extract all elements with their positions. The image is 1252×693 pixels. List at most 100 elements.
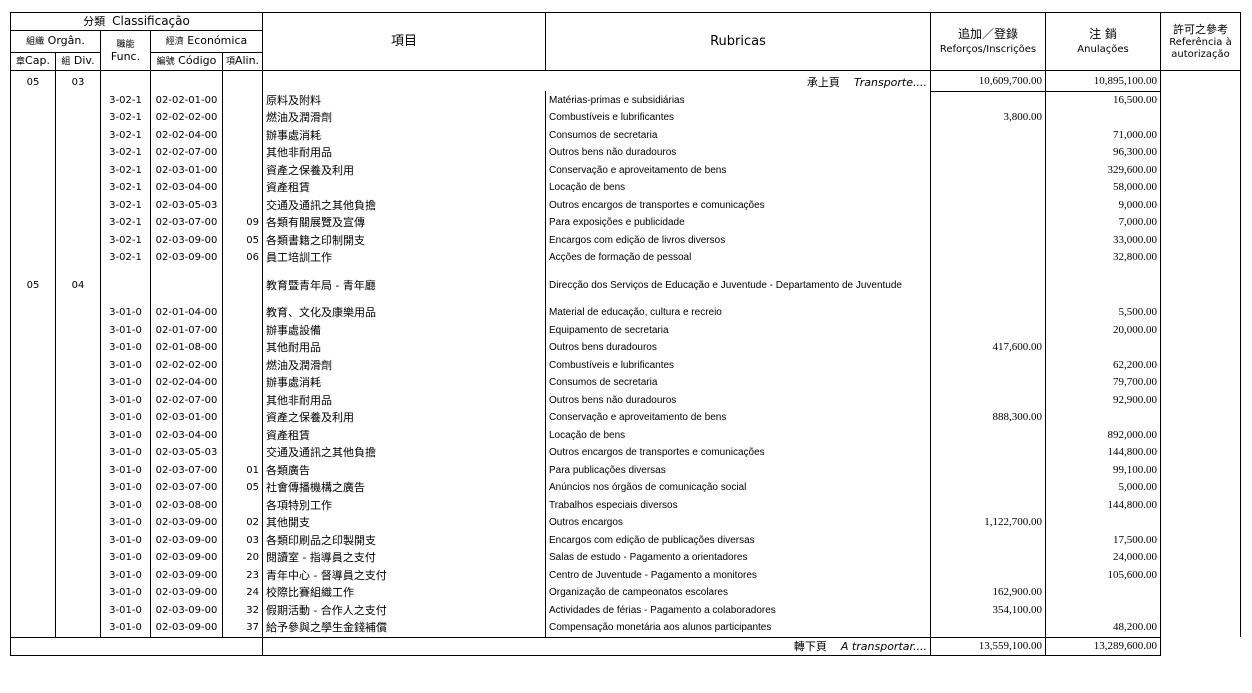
zh-cell: 辦事處消耗 bbox=[262, 126, 546, 144]
code-cell: 02-03-09-00 bbox=[150, 531, 223, 549]
alin-cell bbox=[222, 356, 263, 374]
code-cell: 02-03-05-03 bbox=[150, 196, 223, 214]
reforcos-cell: 3,800.00 bbox=[930, 109, 1046, 127]
pt-cell: Compensação monetária aos alunos partici… bbox=[545, 619, 931, 637]
code-cell: 02-03-07-00 bbox=[150, 214, 223, 232]
label: Func. bbox=[110, 49, 141, 63]
zh-cell: 資產租賃 bbox=[262, 179, 546, 197]
table-row: 3-02-1 02-03-01-00 資產之保養及利用 Conservação e a… bbox=[10, 161, 1241, 179]
anulacoes-cell: 105,600.00 bbox=[1045, 566, 1161, 584]
label: Classificação bbox=[112, 14, 190, 28]
cap-cell bbox=[10, 304, 56, 322]
label: Cap. bbox=[25, 54, 50, 67]
cap-cell bbox=[10, 321, 56, 339]
code-cell: 02-02-07-00 bbox=[150, 391, 223, 409]
func-cell: 3-02-1 bbox=[100, 144, 151, 162]
zh-cell: 原料及附料 bbox=[262, 91, 546, 109]
ref-cell bbox=[1160, 294, 1241, 304]
reforcos-cell bbox=[930, 126, 1046, 144]
zh-cell: 各類書籍之印制開支 bbox=[262, 231, 546, 249]
reforcos-cell bbox=[930, 231, 1046, 249]
alin-cell: 01 bbox=[222, 461, 263, 479]
func-cell: 3-02-1 bbox=[100, 126, 151, 144]
label: Referência à autorização bbox=[1169, 36, 1232, 60]
cap-cell bbox=[10, 549, 56, 567]
label: Div. bbox=[73, 54, 95, 67]
anulacoes-cell: 16,500.00 bbox=[1045, 91, 1161, 109]
cap-cell bbox=[10, 496, 56, 514]
cap-cell bbox=[10, 144, 56, 162]
table-row: 3-01-0 02-02-04-00 辦事處消耗 Consumos de secret… bbox=[10, 374, 1241, 392]
alin-cell bbox=[222, 496, 263, 514]
anulacoes-cell bbox=[1045, 409, 1161, 427]
anulacoes-cell bbox=[1045, 514, 1161, 532]
zh-cell: 燃油及潤滑劑 bbox=[262, 109, 546, 127]
reforcos-cell bbox=[930, 619, 1046, 637]
anulacoes-cell: 99,100.00 bbox=[1045, 461, 1161, 479]
pt-cell: Locação de bens bbox=[545, 179, 931, 197]
func-cell: 3-01-0 bbox=[100, 531, 151, 549]
ref-cell bbox=[1160, 126, 1241, 144]
table-row: 3-01-0 02-03-09-00 37 給予參與之學生金錢補償 Compensaçã… bbox=[10, 619, 1241, 637]
func-cell: 3-01-0 bbox=[100, 426, 151, 444]
func-cell: 3-01-0 bbox=[100, 514, 151, 532]
cap-cell bbox=[10, 461, 56, 479]
ref-cell bbox=[1160, 70, 1241, 91]
classification-header: 分類 Classificação bbox=[10, 12, 263, 31]
anulacoes-cell: 892,000.00 bbox=[1045, 426, 1161, 444]
zh-cell: 教育、文化及康樂用品 bbox=[262, 304, 546, 322]
func-cell: 3-01-0 bbox=[100, 391, 151, 409]
reforcos-header: 追加／登錄 Reforços/Inscrições bbox=[930, 12, 1046, 71]
cap-cell bbox=[10, 426, 56, 444]
ref-cell bbox=[1160, 231, 1241, 249]
zh-cell: 其他開支 bbox=[262, 514, 546, 532]
ref-cell bbox=[1160, 566, 1241, 584]
func-cell: 3-02-1 bbox=[100, 109, 151, 127]
func-cell: 3-01-0 bbox=[100, 321, 151, 339]
reforcos-cell bbox=[930, 161, 1046, 179]
label: 追加／登錄 bbox=[957, 26, 1018, 41]
reforcos-cell bbox=[930, 444, 1046, 462]
zh-cell: 辦事處消耗 bbox=[262, 374, 546, 392]
table-body: 05 03 承上頁 Transporte.... 10,609,700.00 10,895… bbox=[10, 70, 1241, 656]
cap-cell bbox=[10, 339, 56, 357]
code-cell: 02-03-09-00 bbox=[150, 584, 223, 602]
cap-cell bbox=[10, 619, 56, 637]
alin-cell: 05 bbox=[222, 479, 263, 497]
code-cell: 02-03-04-00 bbox=[150, 426, 223, 444]
div-cell bbox=[55, 91, 101, 109]
func-cell: 3-02-1 bbox=[100, 179, 151, 197]
div-cell bbox=[55, 619, 101, 637]
reforcos-cell bbox=[930, 566, 1046, 584]
zh-cell: 各類廣告 bbox=[262, 461, 546, 479]
ref-cell bbox=[1160, 444, 1241, 462]
func-cell: 3-02-1 bbox=[100, 231, 151, 249]
func-cell: 3-02-1 bbox=[100, 249, 151, 267]
code-cell: 02-03-07-00 bbox=[150, 479, 223, 497]
div-cell bbox=[55, 304, 101, 322]
ref-cell bbox=[1160, 266, 1241, 277]
reforcos-cell: 417,600.00 bbox=[930, 339, 1046, 357]
pt-cell: Centro de Juventude - Pagamento a monito… bbox=[545, 566, 931, 584]
code-cell: 02-03-01-00 bbox=[150, 161, 223, 179]
pt-cell: Locação de bens bbox=[545, 426, 931, 444]
ref-cell bbox=[1160, 461, 1241, 479]
div-cell bbox=[55, 231, 101, 249]
ref-header: 許可之參考 Referência à autorização bbox=[1160, 12, 1241, 71]
table-row: 3-01-0 02-01-04-00 教育、文化及康樂用品 Material de e… bbox=[10, 304, 1241, 322]
empty-cell bbox=[222, 70, 263, 91]
reforcos-cell bbox=[930, 304, 1046, 322]
reforcos-cell bbox=[930, 294, 1046, 304]
cap-cell bbox=[10, 584, 56, 602]
func-cell: 3-02-1 bbox=[100, 214, 151, 232]
label: 組 bbox=[61, 57, 71, 67]
div-cell bbox=[55, 339, 101, 357]
div-cell bbox=[55, 266, 101, 277]
func-cell: 3-01-0 bbox=[100, 479, 151, 497]
func-cell: 3-01-0 bbox=[100, 339, 151, 357]
alin-cell bbox=[222, 444, 263, 462]
cap-cell: 05 bbox=[10, 70, 56, 91]
anulacoes-cell: 10,895,100.00 bbox=[1045, 70, 1161, 92]
ref-cell bbox=[1160, 479, 1241, 497]
cap-cell bbox=[10, 161, 56, 179]
